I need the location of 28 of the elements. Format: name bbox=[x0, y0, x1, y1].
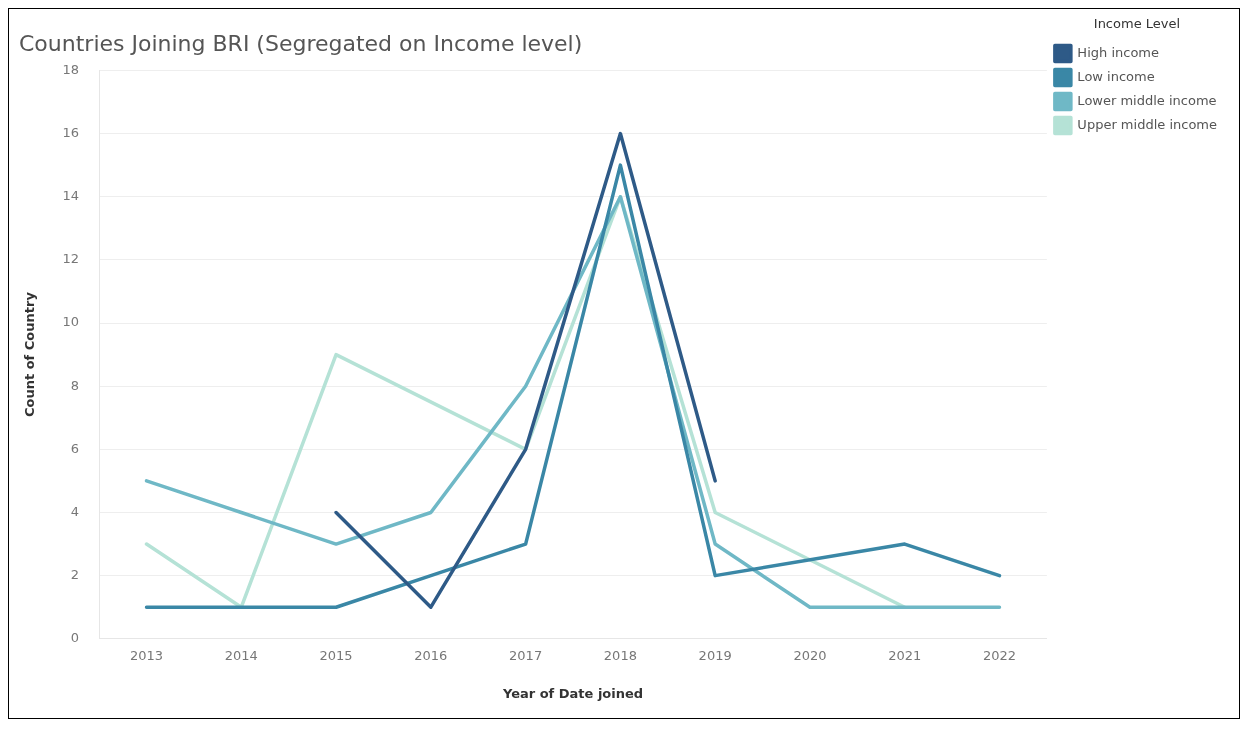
legend-label: High income bbox=[1077, 44, 1159, 60]
y-tick-label: 16 bbox=[62, 124, 80, 140]
y-tick-label: 12 bbox=[62, 251, 80, 267]
y-tick-label: 14 bbox=[62, 188, 80, 204]
x-tick-label: 2016 bbox=[414, 647, 448, 663]
y-tick-label: 10 bbox=[62, 314, 80, 330]
legend-title: Income Level bbox=[1093, 15, 1181, 31]
x-tick-label: 2022 bbox=[982, 647, 1017, 663]
y-axis-title: Count of Country bbox=[22, 291, 38, 418]
y-tick-label: 4 bbox=[70, 503, 80, 519]
x-tick-label: 2019 bbox=[698, 647, 732, 663]
x-tick-label: 2015 bbox=[319, 647, 353, 663]
chart-title: Countries Joining BRI (Segregated on Income level) bbox=[19, 30, 583, 56]
y-tick-label: 8 bbox=[70, 377, 80, 393]
legend-label: Lower middle income bbox=[1077, 92, 1217, 108]
x-tick-label: 2013 bbox=[129, 647, 164, 663]
x-tick-label: 2021 bbox=[888, 647, 922, 663]
x-tick-label: 2020 bbox=[793, 647, 827, 663]
y-tick-label: 18 bbox=[62, 61, 80, 77]
x-axis-title: Year of Date joined bbox=[501, 685, 644, 701]
y-tick-label: 0 bbox=[70, 630, 80, 646]
y-tick-label: 6 bbox=[70, 440, 80, 456]
x-tick-label: 2014 bbox=[224, 647, 258, 663]
legend-label: Upper middle income bbox=[1077, 116, 1218, 132]
x-tick-label: 2018 bbox=[603, 647, 637, 663]
y-tick-label: 2 bbox=[70, 567, 80, 583]
legend-label: Low income bbox=[1077, 68, 1155, 84]
x-tick-label: 2017 bbox=[509, 647, 543, 663]
